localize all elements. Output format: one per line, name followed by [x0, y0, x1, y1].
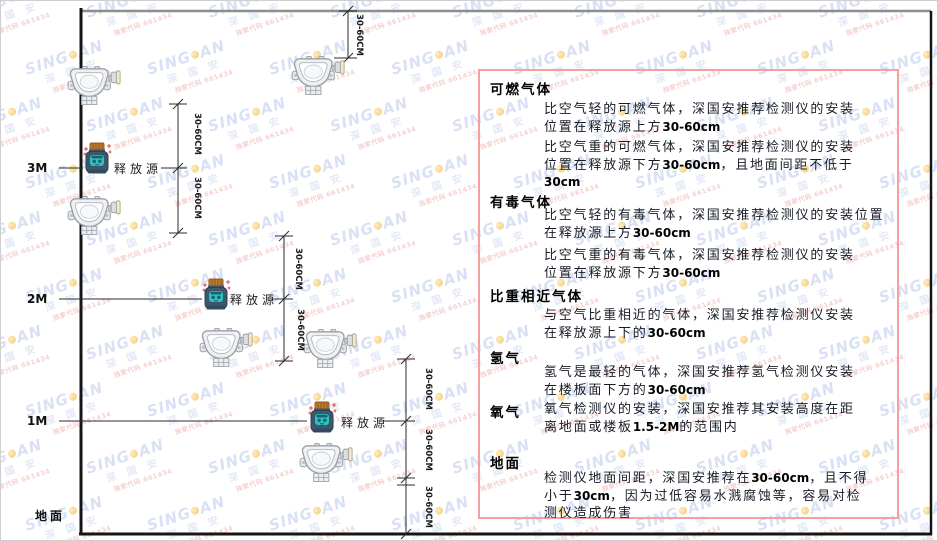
section-paragraph: 氧气检测仪的安装，深国安推荐其安装高度在距 离地面或楼板1.5-2M的范围内 [544, 402, 855, 435]
ground-label: 地面 [35, 509, 66, 523]
height-label-3m: 3M [27, 161, 48, 175]
gas-detector-icon [303, 328, 357, 368]
section-paragraph: 氢气是最轻的气体，深国安推荐氢气检测仪安装 在楼板面下方的30-60cm [544, 365, 855, 398]
installation-guide-panel: 可燃气体比空气轻的可燃气体，深国安推荐检测仪的安装 位置在释放源上方30-60c… [478, 69, 899, 521]
section-heading: 可燃气体 [490, 82, 552, 98]
dimension-label: 30-60CM [295, 309, 305, 351]
dimension-label: 30-60CM [423, 368, 433, 410]
release-source-label: 释放源 [114, 162, 163, 176]
dimension-label: 30-60CM [293, 248, 303, 290]
dimension-label: 30-60CM [423, 429, 433, 471]
release-source-label: 释放源 [230, 293, 279, 307]
dimension-lines [169, 5, 415, 540]
gas-detector-icon [67, 195, 121, 235]
release-source-icon [201, 278, 231, 312]
section-paragraph: 比空气重的可燃气体，深国安推荐检测仪的安装 位置在释放源下方30-60cm，且地… [544, 140, 855, 189]
section-heading: 氢气 [490, 351, 521, 367]
section-heading: 有毒气体 [490, 195, 552, 211]
section-heading: 比重相近气体 [490, 289, 583, 305]
section-heading: 氧气 [490, 405, 521, 421]
dimension-label: 30-60CM [423, 486, 433, 528]
height-label-1m: 1M [27, 414, 48, 428]
height-label-2m: 2M [27, 292, 48, 306]
dimension-label: 30-60CM [354, 14, 364, 56]
gas-detector-icon [299, 442, 353, 482]
gas-detector-icon [291, 55, 345, 95]
section-paragraph: 比空气重的有毒气体，深国安推荐检测仪的安装 位置在释放源下方30-60cm [544, 248, 855, 281]
gas-detector-icon [67, 65, 121, 105]
release-source-label: 释放源 [341, 416, 390, 430]
section-heading: 地面 [490, 456, 521, 472]
release-source-icon [307, 401, 337, 435]
release-source-icon [82, 142, 112, 176]
section-paragraph: 与空气比重相近的气体，深国安推荐检测仪安装 在释放源上下的30-60cm [544, 308, 855, 341]
dimension-label: 30-60CM [192, 113, 202, 155]
section-paragraph: 检测仪地面间距，深国安推荐在30-60cm，且不得 小于30cm，因为过低容易水… [544, 471, 869, 521]
section-paragraph: 比空气轻的有毒气体，深国安推荐检测仪的安装位置 在释放源上方30-60cm [544, 208, 885, 241]
dimension-label: 30-60CM [192, 177, 202, 219]
section-paragraph: 比空气轻的可燃气体，深国安推荐检测仪的安装 位置在释放源上方30-60cm [544, 102, 855, 135]
gas-detector-icon [199, 327, 253, 367]
